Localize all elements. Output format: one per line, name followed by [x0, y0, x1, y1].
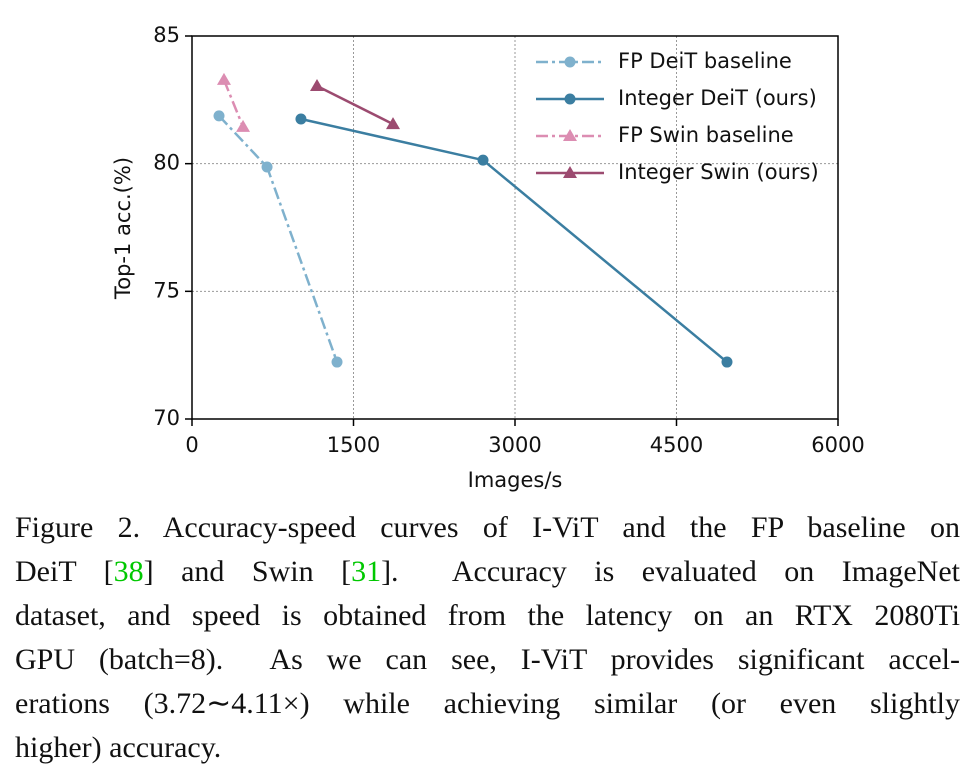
series-line [300, 117, 728, 364]
legend-label: Integer Swin (ours) [618, 160, 819, 184]
caption-line: DeiT [38] and Swin [31]. Accuracy is eva… [15, 550, 960, 594]
x-tick-label: 6000 [811, 433, 864, 457]
legend-marker [563, 166, 577, 178]
citation[interactable]: 38 [113, 555, 144, 588]
data-point [477, 154, 489, 166]
x-tick-label: 0 [185, 433, 198, 457]
data-point [236, 119, 251, 132]
caption-text: Figure 2. Accuracy-speed curves of I-ViT… [15, 511, 960, 544]
y-tick-label: 75 [153, 278, 180, 302]
y-axis-title: Top-1 acc.(%) [111, 157, 135, 300]
legend-label: FP DeiT baseline [618, 49, 792, 73]
x-axis-title: Images/s [468, 468, 563, 492]
caption-line: Figure 2. Accuracy-speed curves of I-ViT… [15, 506, 960, 550]
data-point [331, 356, 343, 368]
data-point [721, 356, 733, 368]
chart: Images/s Top-1 acc.(%) 0 1500 3000 4500 6000… [111, 23, 865, 492]
caption-line: higher) accuracy. [15, 726, 960, 770]
data-point [310, 79, 325, 92]
caption-text: DeiT [ [15, 555, 114, 588]
y-tick-label: 85 [153, 23, 180, 47]
data-point [216, 72, 231, 85]
caption-text: dataset, and speed is obtained from the … [15, 599, 960, 632]
x-tick-label: 3000 [488, 433, 541, 457]
legend-label: FP Swin baseline [618, 123, 794, 147]
caption-text: ]. Accuracy is evaluated on ImageNet [381, 555, 960, 588]
data-point [261, 161, 273, 173]
series-line [218, 115, 339, 363]
x-tick-label: 1500 [327, 433, 380, 457]
caption-line: dataset, and speed is obtained from the … [15, 594, 960, 638]
data-point [213, 110, 225, 122]
series-line [316, 84, 394, 126]
caption-text: higher) accuracy. [15, 731, 222, 764]
legend-marker [564, 93, 576, 105]
caption-line: GPU (batch=8). As we can see, I-ViT prov… [15, 638, 960, 682]
x-tick-label: 4500 [650, 433, 703, 457]
legend-marker [564, 56, 576, 68]
series-line [222, 79, 245, 128]
caption-line: erations (3.72∼4.11×) while achieving si… [15, 682, 960, 726]
citation[interactable]: 31 [351, 555, 382, 588]
caption-text: ] and Swin [ [143, 555, 352, 588]
caption: Figure 2. Accuracy-speed curves of I-ViT… [15, 506, 960, 770]
y-tick-label: 70 [153, 406, 180, 430]
caption-text: erations (3.72∼4.11×) while achieving si… [15, 687, 960, 720]
data-point [386, 117, 401, 130]
plot-frame [191, 35, 839, 420]
data-point [295, 113, 307, 125]
legend-label: Integer DeiT (ours) [618, 86, 817, 110]
legend-marker [563, 129, 577, 141]
y-tick-label: 80 [153, 151, 180, 175]
caption-text: GPU (batch=8). As we can see, I-ViT prov… [15, 643, 960, 676]
